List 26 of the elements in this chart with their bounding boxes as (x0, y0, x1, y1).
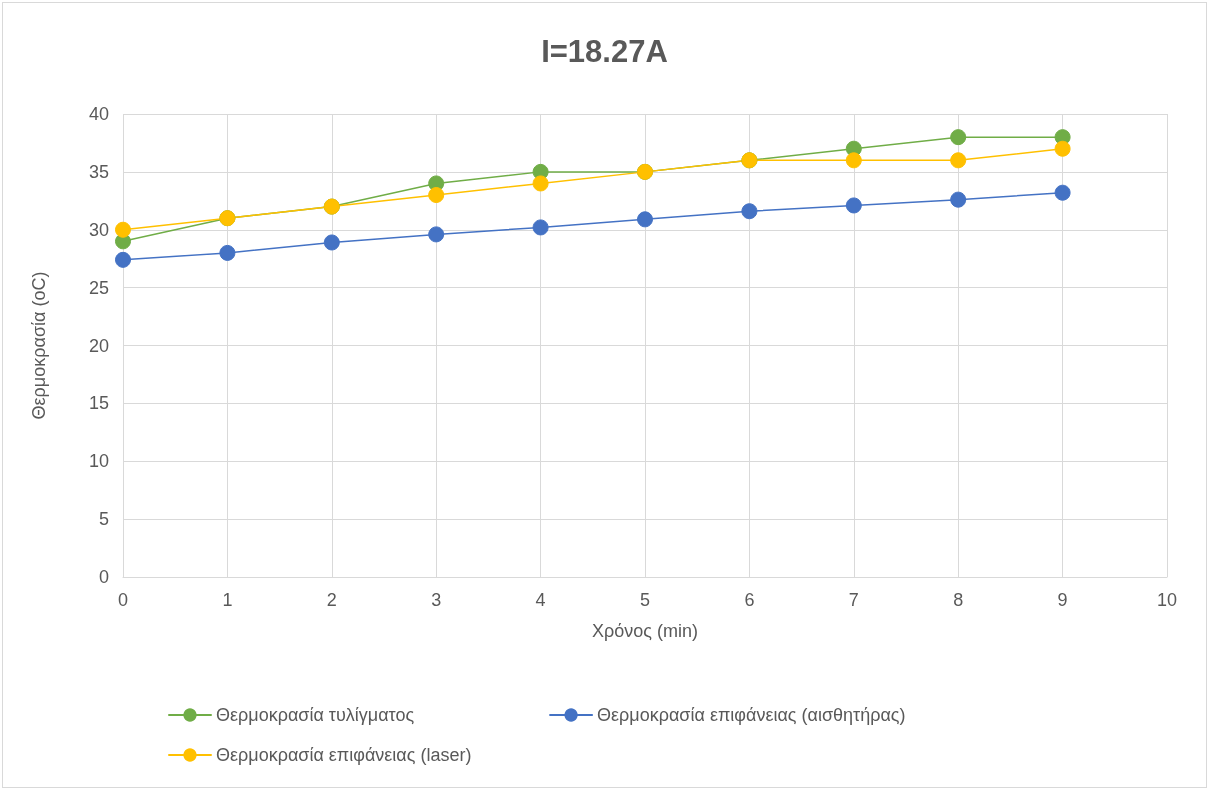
x-tick-label: 0 (117, 590, 129, 610)
x-tick-label: 6 (744, 590, 755, 610)
y-tick-label: 25 (88, 277, 109, 298)
x-tick-label: 9 (1057, 590, 1068, 610)
x-tick-label: 5 (639, 590, 651, 610)
legend-label: Θερμοκρασία τυλίγματος (216, 705, 415, 725)
y-tick-label: 40 (88, 104, 109, 124)
x-tick-label: 4 (535, 590, 546, 610)
y-tick-label: 0 (98, 567, 109, 587)
y-axis-title: Θερμοκρασία (oC) (29, 271, 49, 420)
x-tick-label: 2 (326, 590, 337, 610)
legend-label: Θερμοκρασία επιφάνειας (laser) (216, 745, 472, 765)
y-tick-label: 30 (88, 219, 109, 240)
y-tick-label: 5 (98, 509, 109, 530)
x-tick-label: 7 (848, 590, 859, 610)
y-tick-label: 10 (88, 451, 109, 472)
x-tick-label: 10 (1156, 590, 1178, 610)
y-tick-label: 20 (88, 335, 109, 356)
chart-title: I=18.27A (541, 34, 668, 69)
x-axis-title: Χρόνος (min) (592, 621, 698, 641)
x-tick-label: 1 (222, 590, 233, 610)
x-tick-label: 8 (953, 590, 964, 610)
x-tick-label: 3 (431, 590, 442, 610)
y-tick-label: 35 (88, 161, 109, 182)
legend-label: Θερμοκρασία επιφάνειας (αισθητήρας) (597, 705, 906, 725)
y-tick-label: 15 (88, 393, 109, 414)
